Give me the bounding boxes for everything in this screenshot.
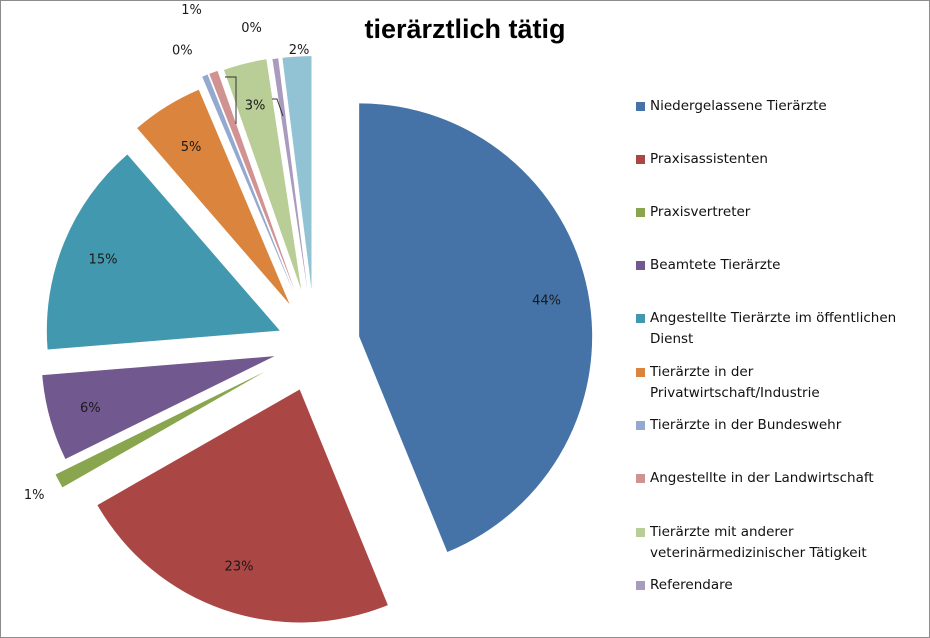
data-label-tieraerzte-in-der-privatwirtschaft-industrie: 5% [181,140,202,155]
data-label-praxisvertreter: 1% [24,488,45,503]
legend-label: Referendare [650,577,733,593]
legend-swatch [636,474,645,483]
data-label-angestellte-tieraerzte-im-oeffentlichen-dienst: 15% [89,252,118,267]
data-label-tieraerzte-in-der-bundeswehr: 0% [172,44,193,59]
pie-slice-niedergelassene-tieraerzte [359,103,593,553]
legend-item-niedergelassene-tieraerzte: Niedergelassene Tierärzte [636,96,926,117]
legend-swatch [636,581,645,590]
legend-label: Beamtete Tierärzte [650,257,781,273]
legend-item-tieraerzte-in-der-privatwirtschaft-industrie: Tierärzte in der Privatwirtschaft/Indust… [636,362,926,404]
data-label-praxisassistenten: 23% [225,560,254,575]
data-label-angestellte-in-der-landwirtschaft: 1% [181,3,202,18]
legend-item-referendare: Referendare [636,575,926,596]
legend-swatch [636,421,645,430]
legend-item-tieraerzte-in-der-bundeswehr: Tierärzte in der Bundeswehr [636,415,926,436]
pie-slice-praxisassistenten [97,389,388,623]
legend-swatch [636,155,645,164]
chart-title: tierärztlich tätig [364,14,566,44]
legend-label: Praxisassistenten [650,151,768,167]
legend-label: Angestellte in der Landwirtschaft [650,470,874,486]
legend-label: Tierärzte mit anderer veterinärmedizinis… [650,524,867,561]
pie-slice-angestellte-in-der-landwirtschaft [209,70,295,291]
legend-swatch [636,314,645,323]
data-label-tieraerzte-mit-anderer-veterinaermedizinischer-taetigkeit: 3% [245,98,266,113]
legend-label: Tierärzte in der Privatwirtschaft/Indust… [650,364,820,401]
legend-item-praxisassistenten: Praxisassistenten [636,149,926,170]
legend-item-praxisvertreter: Praxisvertreter [636,202,926,223]
pie-slice-referendare [272,58,308,290]
legend-label: Niedergelassene Tierärzte [650,98,827,114]
data-label-niedergelassene-tieraerzte: 44% [532,294,561,309]
legend-label: Angestellte Tierärzte im öffentlichen Di… [650,310,897,347]
legend-swatch [636,368,645,377]
pie-slice-tieraerzte-in-der-privatwirtschaft-industrie [137,89,290,305]
legend-label: Praxisvertreter [650,204,751,220]
legend-swatch [636,261,645,270]
leader-line-landwirtschaft [225,76,237,124]
pie-slice-tieraerzte-in-der-bundeswehr [202,74,294,292]
pie-slice-slice-10 [282,56,312,290]
legend-label: Tierärzte in der Bundeswehr [650,417,842,433]
legend-item-angestellte-in-der-landwirtschaft: Angestellte in der Landwirtschaft [636,468,926,489]
pie-slice-angestellte-tieraerzte-im-oeffentlichen-dienst [46,154,280,350]
data-label-referendare: 0% [241,21,262,36]
legend-item-tieraerzte-mit-anderer-veterinaermedizinischer-taetigkeit: Tierärzte mit anderer veterinärmedizinis… [636,522,926,564]
leader-line-referendare [272,98,284,117]
pie-slice-beamtete-tieraerzte [42,356,275,459]
data-label-slice-10: 2% [289,43,310,58]
legend-swatch [636,528,645,537]
pie-slice-praxisvertreter [55,371,265,488]
legend-item-beamtete-tieraerzte: Beamtete Tierärzte [636,255,926,276]
legend-swatch [636,102,645,111]
pie-slice-tieraerzte-mit-anderer-veterinaermedizinischer-taetigkeit [223,59,302,290]
legend-swatch [636,208,645,217]
legend-item-angestellte-tieraerzte-im-oeffentlichen-dienst: Angestellte Tierärzte im öffentlichen Di… [636,308,926,350]
data-label-beamtete-tieraerzte: 6% [80,401,101,416]
